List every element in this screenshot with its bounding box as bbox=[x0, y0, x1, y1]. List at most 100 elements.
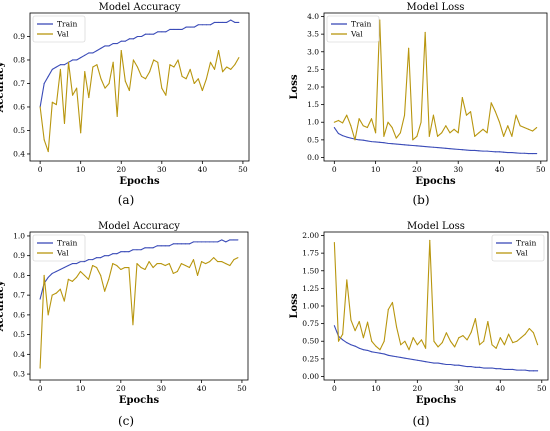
train-point bbox=[425, 361, 427, 363]
train-point bbox=[84, 54, 86, 56]
legend-label-train: Train bbox=[57, 239, 77, 248]
val-point bbox=[379, 349, 381, 351]
x-tick-label: 0 bbox=[332, 384, 337, 393]
val-point bbox=[75, 276, 77, 278]
train-point bbox=[188, 243, 191, 245]
val-point bbox=[136, 263, 138, 265]
train-point bbox=[453, 148, 455, 150]
val-point bbox=[432, 114, 434, 116]
val-point bbox=[487, 320, 489, 323]
train-point bbox=[466, 366, 468, 368]
train-point bbox=[201, 241, 203, 243]
train-point bbox=[100, 47, 102, 49]
val-point bbox=[225, 263, 227, 265]
val-point bbox=[116, 115, 118, 117]
train-point bbox=[112, 42, 114, 45]
train-point bbox=[184, 243, 186, 245]
train-point bbox=[531, 153, 534, 155]
val-point bbox=[185, 78, 187, 80]
train-point bbox=[88, 52, 90, 54]
train-point bbox=[197, 24, 199, 26]
val-point bbox=[508, 333, 510, 335]
val-point bbox=[350, 125, 352, 127]
val-point bbox=[371, 340, 373, 342]
val-point bbox=[51, 294, 53, 296]
val-point bbox=[408, 349, 410, 351]
train-point bbox=[498, 151, 501, 153]
val-point bbox=[213, 257, 215, 259]
x-tick-label: 40 bbox=[496, 384, 506, 393]
val-point bbox=[140, 75, 143, 77]
val-point bbox=[47, 151, 49, 153]
val-point bbox=[412, 139, 414, 141]
val-point bbox=[408, 47, 410, 49]
val-point bbox=[342, 333, 344, 335]
val-point bbox=[67, 278, 69, 280]
train-point bbox=[124, 251, 126, 253]
val-point bbox=[83, 274, 86, 276]
val-point bbox=[201, 89, 203, 92]
train-point bbox=[55, 270, 57, 273]
val-point bbox=[396, 326, 398, 328]
train-point bbox=[474, 149, 476, 151]
x-tick-label: 40 bbox=[198, 165, 208, 174]
train-point bbox=[528, 370, 530, 372]
val-point bbox=[63, 122, 66, 124]
val-point bbox=[515, 114, 517, 116]
val-point bbox=[387, 121, 389, 123]
y-tick-label: 0.00 bbox=[302, 372, 319, 381]
train-point bbox=[164, 245, 166, 247]
train-point bbox=[63, 266, 65, 269]
val-point bbox=[474, 135, 476, 137]
val-point bbox=[528, 328, 530, 330]
val-point bbox=[63, 300, 65, 302]
train-point bbox=[399, 143, 401, 145]
x-tick-label: 0 bbox=[38, 165, 43, 174]
train-point bbox=[213, 21, 216, 23]
train-point bbox=[165, 31, 167, 33]
val-point bbox=[362, 125, 364, 127]
y-tick-label: 1.0 bbox=[307, 118, 319, 127]
val-point bbox=[445, 125, 447, 127]
x-tick-label: 50 bbox=[237, 384, 247, 393]
val-point bbox=[234, 64, 236, 66]
train-point bbox=[132, 249, 134, 251]
y-axis-label: Accuracy bbox=[0, 60, 6, 113]
val-point bbox=[43, 139, 45, 141]
val-point bbox=[470, 331, 472, 333]
y-tick-label: 3.5 bbox=[307, 30, 319, 39]
train-point bbox=[230, 19, 232, 21]
val-point bbox=[395, 137, 397, 139]
train-point bbox=[491, 367, 493, 369]
y-tick-label: 0.7 bbox=[13, 79, 25, 88]
x-tick-label: 20 bbox=[413, 384, 423, 393]
y-tick-label: 0.9 bbox=[13, 251, 25, 260]
train-point bbox=[67, 264, 69, 267]
val-point bbox=[499, 337, 501, 339]
val-point bbox=[197, 78, 199, 80]
train-point bbox=[145, 33, 147, 35]
train-point bbox=[499, 368, 501, 370]
y-tick-label: 0.7 bbox=[13, 291, 25, 300]
train-point bbox=[458, 364, 460, 366]
train-point bbox=[362, 139, 364, 141]
train-point bbox=[350, 344, 352, 346]
val-point bbox=[221, 261, 223, 263]
train-line bbox=[39, 19, 239, 108]
y-tick-label: 0.6 bbox=[13, 310, 25, 319]
val-point bbox=[120, 268, 122, 271]
train-point bbox=[205, 241, 207, 243]
train-point bbox=[71, 263, 73, 265]
train-point bbox=[371, 351, 373, 353]
panel-label: (b) bbox=[412, 193, 429, 207]
val-point bbox=[132, 59, 134, 61]
train-point bbox=[104, 45, 106, 47]
train-point bbox=[92, 259, 94, 261]
val-point bbox=[168, 263, 170, 265]
train-point bbox=[395, 143, 397, 145]
train-point bbox=[140, 35, 143, 38]
y-tick-label: 0.8 bbox=[13, 271, 25, 280]
chart-title: Model Loss bbox=[407, 2, 465, 13]
